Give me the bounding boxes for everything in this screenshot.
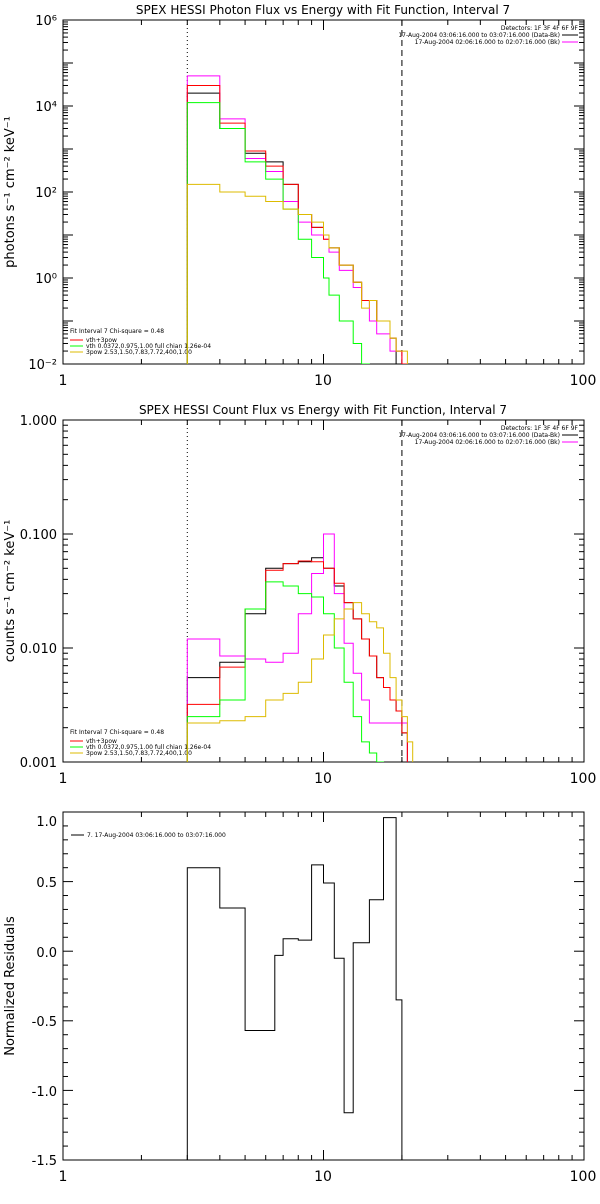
- count-flux-y-tick-0.010: 0.010: [20, 642, 57, 657]
- count-flux-y-axis-label: counts s⁻¹ cm⁻² keV⁻¹: [3, 520, 18, 663]
- count-flux-plot-frame: [62, 419, 585, 763]
- residuals-x-tick-10: 10: [314, 1169, 332, 1185]
- count-flux-legend-header: Fit Interval 7 Chi-square = 0.48: [70, 729, 164, 736]
- photon-flux-series-black: [186, 92, 408, 364]
- count-flux-legend-3pow: 3pow 2.53,1.50,7.83,7.72,400,1.00: [86, 750, 192, 757]
- photon-flux-tick-marks: [62, 20, 584, 365]
- count-flux-bk-interval-text: 17-Aug-2004 02:06:16.000 to 02:07:16.000…: [415, 439, 560, 446]
- photon-flux-series-green: [186, 102, 370, 364]
- photon-flux-detectors-text: Detectors: 1F 3F 4F 6F 9F: [501, 25, 579, 32]
- photon-flux-y-tick-1e4: 10⁴: [35, 100, 57, 115]
- count-flux-series-magenta: [186, 533, 408, 762]
- photon-flux-legend-3pow: 3pow 2.53,1.50,7.83,7.72,400,1.00: [86, 349, 192, 356]
- photon-flux-data-interval-text: 17-Aug-2004 03:06:16.000 to 03:07:16.000…: [398, 32, 560, 39]
- photon-flux-y-tick-1e6: 10⁶: [35, 14, 57, 29]
- residuals-tick-marks: [62, 811, 584, 1161]
- residuals-x-tick-1: 1: [59, 1169, 68, 1185]
- count-flux-title: SPEX HESSI Count Flux vs Energy with Fit…: [139, 403, 507, 417]
- photon-flux-y-tick-1e0: 10⁰: [35, 272, 57, 287]
- count-flux-y-tick-0.001: 0.001: [20, 756, 57, 771]
- residuals-y-axis-label: Normalized Residuals: [3, 916, 18, 1056]
- residuals-y-tick-0.0: 0.0: [36, 946, 57, 961]
- count-flux-detectors-text: Detectors: 1F 3F 4F 6F 9F: [501, 425, 579, 432]
- photon-flux-series-magenta: [186, 75, 408, 364]
- photon-flux-title: SPEX HESSI Photon Flux vs Energy with Fi…: [136, 3, 510, 17]
- residuals-y-tick-1.0: 1.0: [36, 815, 57, 830]
- count-flux-x-tick-1: 1: [59, 771, 68, 787]
- photon-flux-series-red: [186, 85, 408, 364]
- photon-flux-y-tick-1e-2: 10⁻²: [28, 358, 57, 373]
- residuals-legend-entry: 7. 17-Aug-2004 03:06:16.000 to 03:07:16.…: [87, 832, 226, 839]
- residuals-y-tick-m0.5: -0.5: [32, 1015, 57, 1030]
- count-flux-series-yellow: [186, 602, 414, 762]
- photon-flux-series-yellow: [186, 183, 408, 364]
- photon-flux-y-axis-label: photons s⁻¹ cm⁻² keV⁻¹: [3, 116, 18, 268]
- residuals-y-tick-m1.5: -1.5: [32, 1154, 57, 1169]
- residuals-y-tick-0.5: 0.5: [36, 876, 57, 891]
- residuals-plot-frame: [62, 811, 585, 1161]
- photon-flux-panel: SPEX HESSI Photon Flux vs Energy with Fi…: [3, 3, 596, 389]
- count-flux-series-black: [186, 557, 408, 762]
- count-flux-panel: SPEX HESSI Count Flux vs Energy with Fit…: [3, 403, 596, 787]
- residuals-x-tick-100: 100: [570, 1169, 597, 1185]
- count-flux-data-interval-text: 17-Aug-2004 03:06:16.000 to 03:07:16.000…: [398, 432, 560, 439]
- photon-flux-x-tick-1: 1: [59, 373, 68, 389]
- photon-flux-legend-vth: vth 0.0372,0.975,1.00 full chian 1.26e-0…: [86, 343, 211, 350]
- photon-flux-x-tick-10: 10: [314, 373, 332, 389]
- count-flux-x-tick-100: 100: [570, 771, 597, 787]
- count-flux-x-tick-10: 10: [314, 771, 332, 787]
- count-flux-y-tick-0.100: 0.100: [20, 528, 57, 543]
- count-flux-legend-vth: vth 0.0372,0.975,1.00 full chian 1.26e-0…: [86, 744, 211, 751]
- photon-flux-plot-frame: [62, 19, 585, 365]
- residuals-y-tick-m1.0: -1.0: [32, 1085, 57, 1100]
- count-flux-tick-marks: [62, 420, 584, 763]
- photon-flux-legend-header: Fit Interval 7 Chi-square = 0.48: [70, 328, 164, 335]
- count-flux-y-tick-1.000: 1.000: [20, 414, 57, 429]
- photon-flux-bk-interval-text: 17-Aug-2004 02:06:16.000 to 02:07:16.000…: [415, 39, 560, 46]
- residuals-series-black: [186, 817, 403, 1160]
- count-flux-series-green: [186, 581, 384, 762]
- count-flux-legend-total: vth+3pow: [86, 738, 117, 745]
- photon-flux-x-tick-100: 100: [570, 373, 597, 389]
- photon-flux-legend-total: vth+3pow: [86, 337, 117, 344]
- photon-flux-y-tick-1e2: 10²: [35, 186, 57, 201]
- residuals-panel: Normalized Residuals 1 10 100 -1.5 -1.0 …: [3, 811, 597, 1185]
